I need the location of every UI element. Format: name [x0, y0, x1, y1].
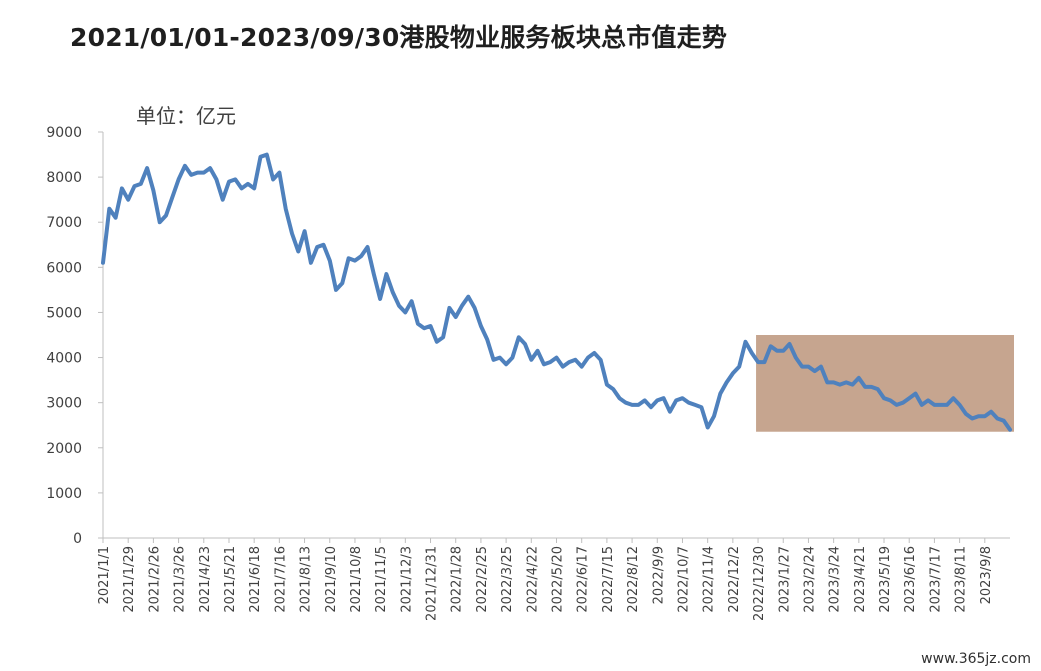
y-tick-label: 1000 — [46, 486, 82, 502]
x-tick-label: 2021/2/26 — [147, 546, 162, 613]
x-tick-label: 2023/2/24 — [802, 546, 817, 613]
x-tick-label: 2022/5/20 — [551, 546, 566, 613]
x-tick-label: 2023/4/21 — [853, 546, 868, 613]
y-tick-label: 7000 — [46, 215, 82, 231]
x-tick-label: 2022/12/2 — [727, 546, 742, 613]
x-tick-label: 2022/9/9 — [651, 546, 666, 604]
x-tick-label: 2021/6/18 — [248, 546, 263, 613]
unit-label: 单位：亿元 — [136, 104, 236, 128]
x-tick-label: 2023/3/24 — [828, 546, 843, 613]
y-tick-label: 5000 — [46, 305, 82, 321]
y-tick-label: 3000 — [46, 396, 82, 412]
x-tick-label: 2023/9/8 — [979, 546, 994, 604]
x-tick-label: 2022/1/28 — [450, 546, 465, 613]
x-tick-label: 2023/6/16 — [903, 546, 918, 613]
x-tick-label: 2021/5/21 — [223, 546, 238, 613]
x-tick-label: 2022/10/7 — [676, 546, 691, 613]
x-tick-label: 2021/7/16 — [273, 546, 288, 613]
x-tick-label: 2021/11/5 — [374, 546, 389, 613]
x-tick-label: 2021/3/26 — [173, 546, 188, 613]
x-tick-label: 2021/8/13 — [299, 546, 314, 613]
x-tick-label: 2021/9/10 — [324, 546, 339, 613]
x-tick-label: 2023/7/17 — [928, 546, 943, 613]
x-tick-label: 2021/1/29 — [122, 546, 137, 613]
x-tick-label: 2021/1/1 — [97, 546, 112, 604]
x-tick-label: 2021/12/31 — [425, 546, 440, 621]
x-tick-label: 2022/6/17 — [576, 546, 591, 613]
x-tick-label: 2022/3/25 — [500, 546, 515, 613]
x-tick-label: 2022/2/25 — [475, 546, 490, 613]
y-tick-label: 4000 — [46, 351, 82, 367]
y-tick-label: 0 — [73, 531, 82, 547]
x-tick-label: 2022/12/30 — [752, 546, 767, 621]
x-tick-label: 2021/10/8 — [349, 546, 364, 613]
y-tick-label: 8000 — [46, 170, 82, 186]
y-tick-label: 2000 — [46, 441, 82, 457]
x-tick-label: 2021/4/23 — [198, 546, 213, 613]
x-tick-label: 2023/8/11 — [954, 546, 969, 613]
x-tick-label: 2023/5/19 — [878, 546, 893, 613]
chart-title: 2021/01/01-2023/09/30港股物业服务板块总市值走势 — [70, 23, 728, 52]
series-line — [101, 152, 1012, 432]
y-tick-label: 6000 — [46, 260, 82, 276]
x-tick-label: 2022/7/15 — [601, 546, 616, 613]
x-tick-label: 2022/11/4 — [702, 546, 717, 613]
x-tick-label: 2021/12/3 — [399, 546, 414, 613]
watermark: www.365jz.com — [917, 651, 1035, 667]
x-tick-label: 2023/1/27 — [777, 546, 792, 613]
x-tick-label: 2022/4/22 — [525, 546, 540, 613]
y-tick-label: 9000 — [46, 125, 82, 141]
x-tick-label: 2022/8/12 — [626, 546, 641, 613]
